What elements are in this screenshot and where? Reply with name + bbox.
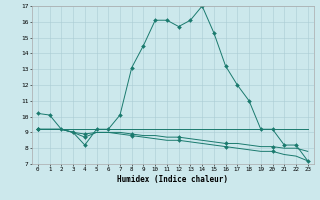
- X-axis label: Humidex (Indice chaleur): Humidex (Indice chaleur): [117, 175, 228, 184]
